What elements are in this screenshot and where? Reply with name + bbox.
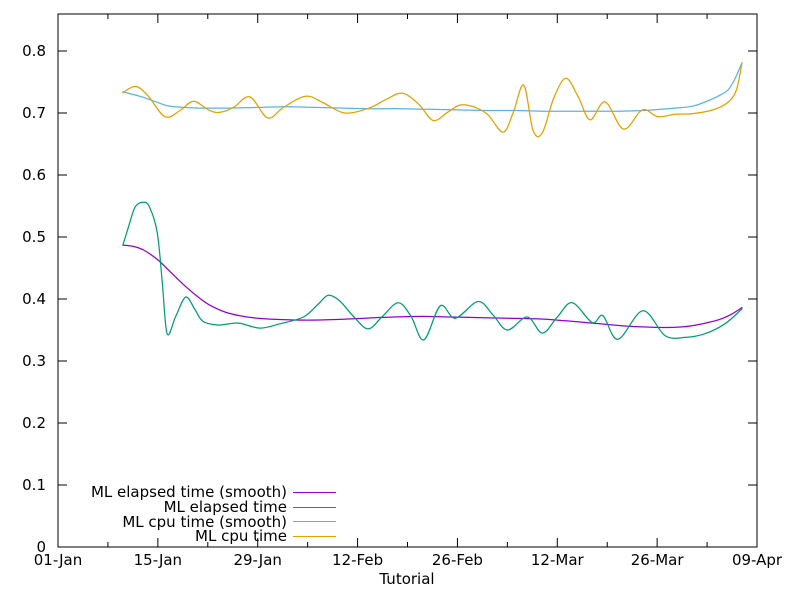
x-axis-title: Tutorial	[378, 570, 434, 588]
y-tick-label: 0.2	[22, 414, 46, 432]
series-layer	[122, 62, 743, 341]
plot-border	[57, 13, 758, 548]
series-line-ml-cpu-time	[122, 62, 743, 138]
axes-layer: 01-Jan 15-Jan 29-Jan 12-Feb 26-Feb 12-Mar 26-M…	[22, 13, 783, 569]
legend-item-label: ML cpu time (smooth)	[122, 512, 287, 531]
series-line-ml-elapsed-time-smooth	[122, 244, 743, 329]
x-tick-label: 01-Jan	[34, 551, 82, 569]
y-tick-label: 0.4	[22, 290, 46, 308]
x-tick-label: 12-Feb	[332, 551, 383, 569]
legend-line-sample	[293, 521, 336, 523]
legend-item-label: ML cpu time	[195, 527, 287, 546]
y-tick-label: 0.7	[22, 104, 46, 122]
y-tick-label: 0.5	[22, 228, 46, 246]
legend-item: ML cpu time	[0, 529, 336, 544]
legend-line-sample	[293, 491, 336, 493]
x-tick-label: 12-Mar	[531, 551, 585, 569]
y-tick-label: 0.8	[22, 42, 46, 60]
y-tick-label: 0.3	[22, 352, 46, 370]
x-tick-label: 09-Apr	[732, 551, 783, 569]
legend-item-label: ML elapsed time (smooth)	[90, 483, 287, 501]
legend-line-sample	[293, 506, 336, 508]
legend-item: ML cpu time (smooth)	[0, 512, 336, 531]
x-tick-label: 26-Mar	[631, 551, 685, 569]
y-tick-label: 0	[36, 538, 46, 556]
series-line-ml-cpu-time-smooth	[122, 62, 743, 112]
legend-item: ML elapsed time	[0, 497, 336, 516]
legend-line-sample	[293, 536, 336, 538]
x-tick-label: 15-Jan	[134, 551, 182, 569]
series-line-ml-elapsed-time	[122, 201, 743, 341]
legend: ML elapsed time (smooth) ML elapsed time…	[0, 485, 336, 544]
x-tick-label: 26-Feb	[432, 551, 483, 569]
legend-item-label: ML elapsed time	[163, 497, 287, 516]
x-tick-label: 29-Jan	[233, 551, 281, 569]
y-tick-label: 0.6	[22, 166, 46, 184]
legend-item: ML elapsed time (smooth)	[0, 485, 336, 500]
y-tick-label: 0.1	[22, 476, 46, 494]
